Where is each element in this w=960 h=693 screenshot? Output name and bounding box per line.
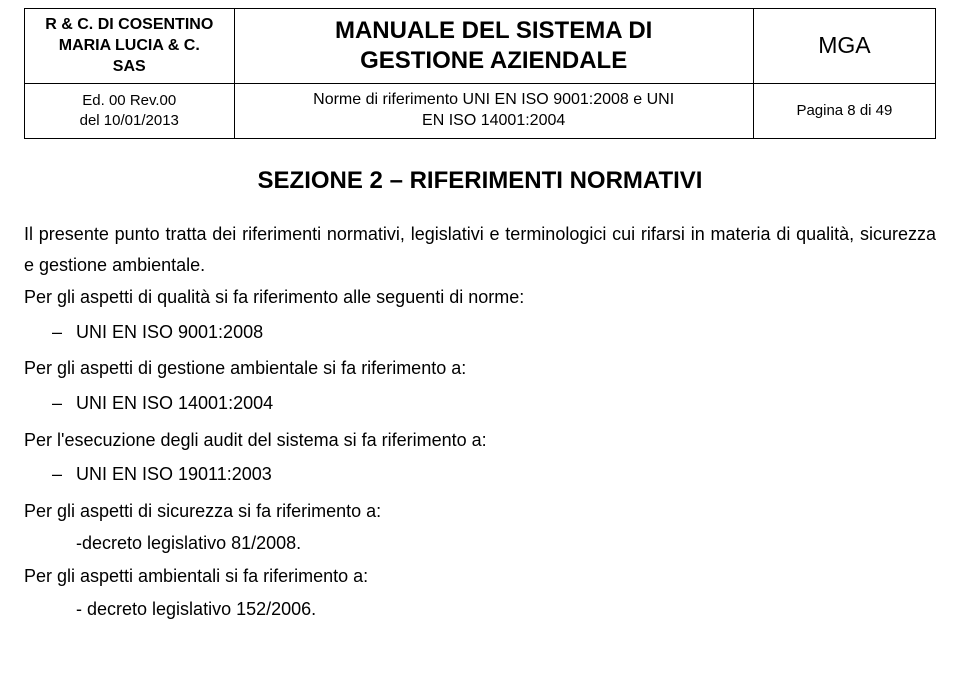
code-cell: MGA [753,9,935,84]
norms-cell: Norme di riferimento UNI EN ISO 9001:200… [234,84,753,139]
section-title: SEZIONE 2 – RIFERIMENTI NORMATIVI [24,167,936,195]
list-item-quality: UNI EN ISO 9001:2008 [76,317,936,348]
edition-line1: Ed. 00 Rev.00 [82,92,176,109]
list-item-environment: UNI EN ISO 14001:2004 [76,388,936,419]
company-cell: R & C. DI COSENTINO MARIA LUCIA & C. SAS [25,9,235,84]
paragraph-safety-decree: -decreto legislativo 81/2008. [24,528,936,559]
paragraph-audit: Per l'esecuzione degli audit del sistema… [24,425,936,456]
company-line1: R & C. DI COSENTINO [45,16,213,33]
company-line3: SAS [113,58,146,75]
list-quality: UNI EN ISO 9001:2008 [24,317,936,348]
title-cell: MANUALE DEL SISTEMA DI GESTIONE AZIENDAL… [234,9,753,84]
norms-line2: EN ISO 14001:2004 [422,112,565,129]
page-number: Pagina 8 di 49 [796,102,892,119]
paragraph-environment: Per gli aspetti di gestione ambientale s… [24,353,936,384]
edition-cell: Ed. 00 Rev.00 del 10/01/2013 [25,84,235,139]
edition-line2: del 10/01/2013 [80,112,179,129]
paragraph-env-decree: - decreto legislativo 152/2006. [24,594,936,625]
list-environment: UNI EN ISO 14001:2004 [24,388,936,419]
page-cell: Pagina 8 di 49 [753,84,935,139]
company-line2: MARIA LUCIA & C. [59,37,200,54]
list-audit: UNI EN ISO 19011:2003 [24,459,936,490]
list-item-audit: UNI EN ISO 19011:2003 [76,459,936,490]
paragraph-safety: Per gli aspetti di sicurezza si fa rifer… [24,496,936,527]
paragraph-env-aspects: Per gli aspetti ambientali si fa riferim… [24,561,936,592]
paragraph-intro: Il presente punto tratta dei riferimenti… [24,219,936,280]
doc-code: MGA [818,32,870,58]
body-text: Il presente punto tratta dei riferimenti… [24,219,936,624]
norms-line1: Norme di riferimento UNI EN ISO 9001:200… [313,91,674,108]
header-table: R & C. DI COSENTINO MARIA LUCIA & C. SAS… [24,8,936,139]
paragraph-quality: Per gli aspetti di qualità si fa riferim… [24,282,936,313]
title-line2: GESTIONE AZIENDALE [360,47,627,74]
title-line1: MANUALE DEL SISTEMA DI [335,17,652,44]
